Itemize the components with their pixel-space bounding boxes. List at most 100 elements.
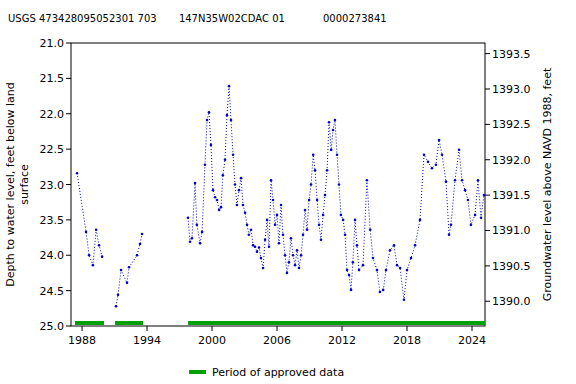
y-tick-label: 22.0 (40, 108, 65, 121)
data-point (356, 244, 359, 247)
y2-tick-label: 1391.0 (492, 224, 531, 237)
y-tick-label: 23.0 (40, 179, 65, 192)
x-tick (277, 326, 278, 331)
data-point (296, 249, 299, 252)
data-point (441, 153, 444, 156)
data-point (358, 269, 361, 272)
data-point (196, 224, 199, 227)
data-point (92, 264, 95, 267)
data-point (210, 144, 213, 147)
data-point (216, 199, 219, 202)
x-tick-label: 2012 (328, 334, 356, 347)
y-tick-label: 22.5 (40, 143, 65, 156)
y2-tick-label: 1393.0 (492, 83, 531, 96)
data-point (474, 214, 477, 217)
y-tick-label: 21.0 (40, 37, 65, 50)
data-point (310, 183, 313, 186)
data-group (75, 85, 485, 325)
plot-frame (71, 43, 485, 326)
data-point (454, 179, 457, 182)
y2-tick-label: 1390.5 (492, 260, 531, 273)
x-tick-label: 2018 (393, 334, 421, 347)
data-point (191, 237, 194, 240)
data-point (218, 209, 221, 212)
approved-period (75, 321, 104, 325)
data-point (419, 219, 422, 222)
data-point (352, 261, 355, 264)
data-point (340, 214, 343, 217)
data-point (230, 119, 233, 122)
data-point (270, 179, 273, 182)
x-tick (212, 326, 213, 331)
data-point (214, 196, 217, 199)
data-point (250, 228, 253, 231)
data-point (189, 241, 192, 244)
data-point (238, 189, 241, 192)
data-point (346, 269, 349, 272)
data-point (332, 129, 335, 132)
data-point (101, 255, 104, 258)
data-point (342, 219, 345, 222)
data-point (350, 289, 353, 292)
data-point (427, 161, 430, 164)
data-point (403, 299, 406, 302)
data-point (477, 179, 480, 182)
data-point (328, 121, 331, 124)
data-point (292, 254, 295, 257)
data-point (366, 179, 369, 182)
data-point (445, 180, 448, 183)
data-point (141, 233, 144, 236)
data-point (410, 257, 413, 260)
data-point (312, 153, 315, 156)
data-point (222, 174, 225, 177)
data-point (187, 216, 190, 219)
data-point (128, 266, 131, 269)
y-tick (66, 326, 71, 327)
data-point (369, 228, 372, 231)
data-point (362, 264, 365, 267)
y-tick-label: 21.5 (40, 72, 65, 85)
data-point (199, 242, 202, 245)
x-tick-label: 1988 (68, 334, 96, 347)
data-point (272, 199, 275, 202)
data-point (324, 194, 327, 197)
data-point (450, 224, 453, 227)
background (0, 0, 576, 384)
x-tick (342, 326, 343, 331)
data-point (314, 169, 317, 172)
data-point (316, 199, 319, 202)
data-point (435, 163, 438, 166)
y-tick (66, 113, 71, 114)
data-point (220, 206, 223, 209)
x-tick (407, 326, 408, 331)
chart: USGS 473428095052301 703 147N35W02CDAC 0… (0, 0, 576, 384)
data-point (274, 224, 277, 227)
y2-tick (485, 124, 490, 125)
y2-tick-label: 1392.0 (492, 154, 531, 167)
data-point (376, 269, 379, 272)
data-point (278, 242, 281, 245)
data-point (300, 254, 303, 257)
data-point (262, 267, 265, 270)
data-point (258, 246, 261, 249)
data-point (348, 274, 351, 277)
data-point (264, 238, 267, 241)
series-line (77, 86, 484, 306)
y-tick-label: 23.5 (40, 214, 65, 227)
data-point (290, 237, 293, 240)
data-point (480, 216, 483, 219)
data-point (326, 169, 329, 172)
data-point (294, 264, 297, 267)
data-point (120, 269, 123, 272)
data-point (318, 224, 321, 227)
data-point (393, 244, 396, 247)
data-point (286, 272, 289, 275)
data-point (212, 189, 215, 192)
data-point (88, 254, 91, 257)
data-point (379, 291, 382, 294)
title: USGS 473428095052301 703 147N35W02CDAC 0… (8, 13, 387, 24)
x-tick-label: 2024 (458, 334, 486, 347)
data-point (256, 250, 259, 253)
data-point (344, 233, 347, 236)
data-point (240, 177, 243, 180)
